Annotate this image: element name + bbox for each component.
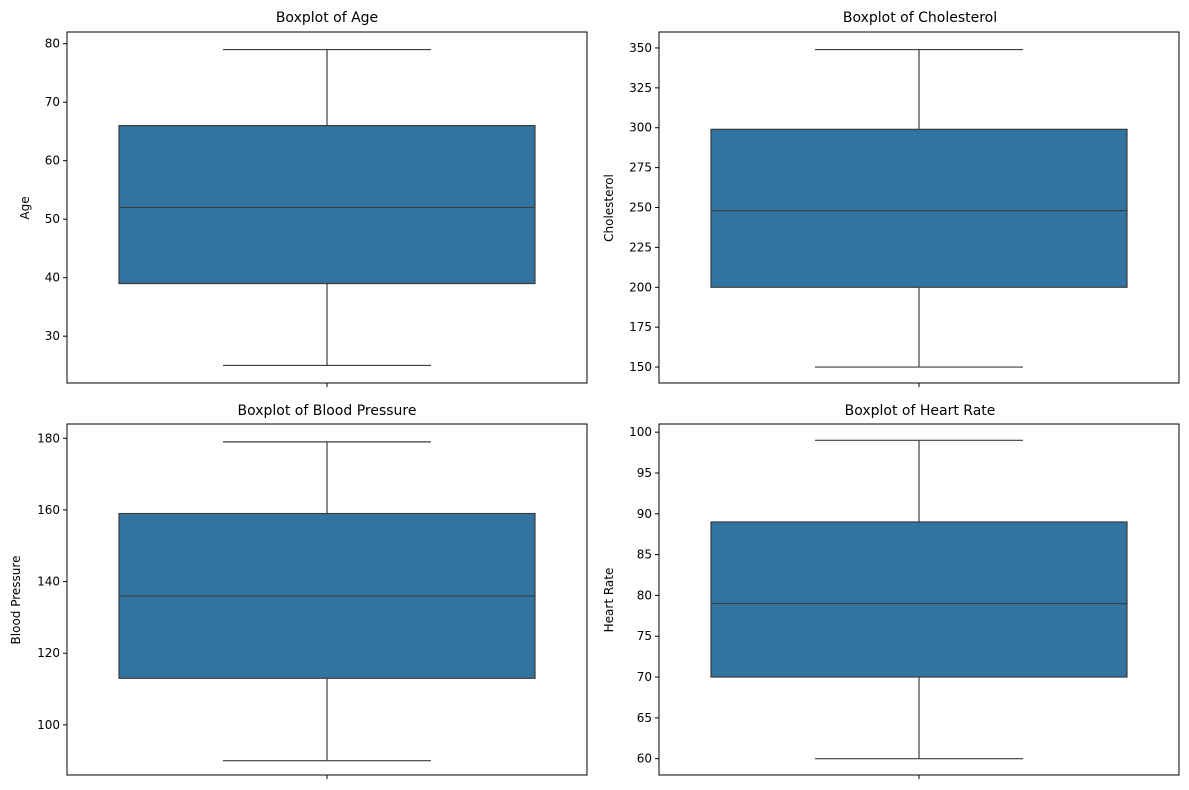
axes-frame — [658, 31, 1180, 384]
iqr-box — [710, 521, 1128, 678]
y-tick-label: 175 — [629, 320, 652, 334]
y-tick-label: 50 — [45, 212, 60, 226]
y-tick-label: 200 — [629, 280, 652, 294]
axes-frame — [658, 423, 1180, 776]
box-marks — [710, 439, 1128, 760]
y-tick-label: 80 — [45, 37, 60, 51]
subplot-title: Boxplot of Heart Rate — [845, 403, 996, 419]
subplot-title: Boxplot of Blood Pressure — [238, 403, 417, 419]
y-tick-label: 325 — [629, 81, 652, 95]
subplot-cholesterol: Boxplot of Cholesterol Cholesterol 150 17… — [602, 10, 1180, 387]
iqr-box — [118, 124, 536, 285]
y-axis-label: Heart Rate — [602, 568, 616, 633]
y-ticks: 60 65 70 75 80 85 90 95 100 — [629, 425, 920, 779]
y-tick-label: 40 — [45, 271, 60, 285]
y-ticks: 30 40 50 60 70 80 — [45, 37, 328, 387]
axes-frame — [66, 423, 588, 776]
y-tick-label: 60 — [637, 752, 652, 766]
subplot-title: Boxplot of Age — [276, 10, 378, 26]
y-tick-label: 80 — [637, 588, 652, 602]
y-axis-label: Cholesterol — [602, 174, 616, 242]
y-tick-label: 180 — [37, 431, 60, 445]
y-axis-label: Age — [18, 196, 32, 219]
y-tick-label: 120 — [37, 646, 60, 660]
y-tick-label: 75 — [637, 629, 652, 643]
subplot-title: Boxplot of Cholesterol — [843, 10, 997, 26]
y-tick-label: 70 — [45, 95, 60, 109]
y-tick-label: 300 — [629, 121, 652, 135]
y-axis-label: Blood Pressure — [9, 556, 23, 645]
subplot-heart-rate: Boxplot of Heart Rate Heart Rate 60 65 70 7… — [602, 403, 1180, 779]
y-tick-label: 30 — [45, 329, 60, 343]
y-tick-label: 160 — [37, 503, 60, 517]
subplot-age: Boxplot of Age Age 30 40 50 60 70 80 — [18, 10, 588, 387]
y-tick-label: 60 — [45, 154, 60, 168]
y-tick-label: 65 — [637, 711, 652, 725]
y-tick-label: 350 — [629, 41, 652, 55]
axes-frame — [66, 31, 588, 384]
y-ticks: 100 120 140 160 180 — [37, 431, 328, 779]
box-marks — [710, 48, 1128, 368]
y-tick-label: 85 — [637, 548, 652, 562]
y-tick-label: 95 — [637, 466, 652, 480]
box-marks — [118, 441, 536, 762]
iqr-box — [710, 128, 1128, 288]
y-tick-label: 225 — [629, 240, 652, 254]
subplot-blood-pressure: Boxplot of Blood Pressure Blood Pressure… — [9, 403, 588, 779]
y-tick-label: 140 — [37, 575, 60, 589]
y-tick-label: 100 — [37, 718, 60, 732]
y-tick-label: 250 — [629, 201, 652, 215]
box-marks — [118, 48, 536, 367]
y-ticks: 150 175 200 225 250 275 300 325 350 — [629, 41, 920, 387]
y-tick-label: 150 — [629, 360, 652, 374]
y-tick-label: 90 — [637, 507, 652, 521]
y-tick-label: 70 — [637, 670, 652, 684]
y-tick-label: 275 — [629, 161, 652, 175]
y-tick-label: 100 — [629, 425, 652, 439]
